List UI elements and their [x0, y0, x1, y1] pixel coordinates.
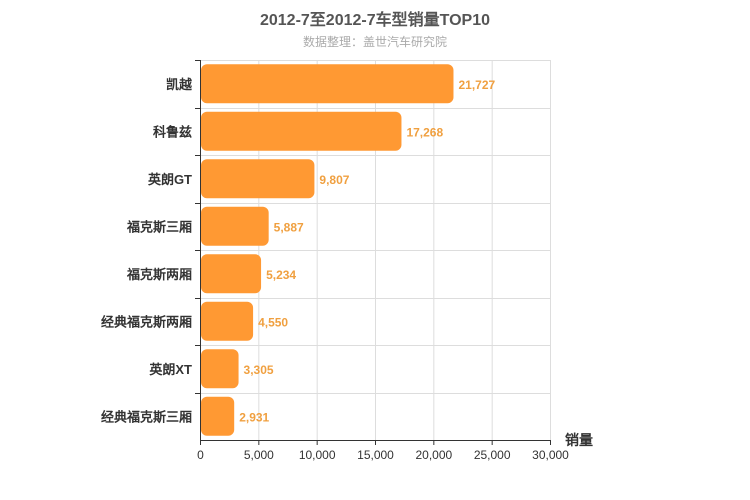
x-tick-label: 30,000: [532, 448, 569, 462]
data-label: 17,268: [406, 125, 443, 139]
category-label: 凯越: [166, 77, 193, 92]
bar: [201, 159, 315, 199]
x-tick-label: 0: [197, 448, 204, 462]
data-label: 5,234: [266, 268, 296, 282]
x-tick-label: 15,000: [357, 448, 394, 462]
x-tick-label: 25,000: [474, 448, 511, 462]
bar: [201, 349, 239, 389]
x-axis-title: 销量: [565, 432, 593, 448]
bar: [201, 301, 254, 341]
category-label: 福克斯两厢: [126, 267, 192, 282]
x-tick-label: 20,000: [415, 448, 452, 462]
x-tick-label: 5,000: [244, 448, 274, 462]
bar: [201, 111, 402, 151]
category-label: 英朗XT: [148, 362, 192, 377]
data-label: 2,931: [239, 410, 269, 424]
category-label: 英朗GT: [147, 172, 192, 187]
bar: [201, 206, 269, 246]
bar: [201, 254, 262, 294]
x-tick-label: 10,000: [299, 448, 336, 462]
chart-title: 2012-7至2012-7车型销量TOP10: [259, 12, 491, 29]
bar: [201, 64, 454, 104]
data-label: 9,807: [319, 173, 349, 187]
data-label: 5,887: [274, 220, 304, 234]
data-label: 3,305: [244, 363, 274, 377]
category-label: 经典福克斯三厢: [101, 409, 192, 424]
data-label: 21,727: [458, 78, 495, 92]
category-label: 科鲁兹: [153, 124, 192, 139]
category-label: 福克斯三厢: [126, 219, 192, 234]
chart-subtitle: 数据整理：盖世汽车研究院: [302, 35, 447, 49]
bar: [201, 396, 235, 436]
data-label: 4,550: [258, 315, 288, 329]
category-label: 经典福克斯两厢: [101, 314, 192, 329]
